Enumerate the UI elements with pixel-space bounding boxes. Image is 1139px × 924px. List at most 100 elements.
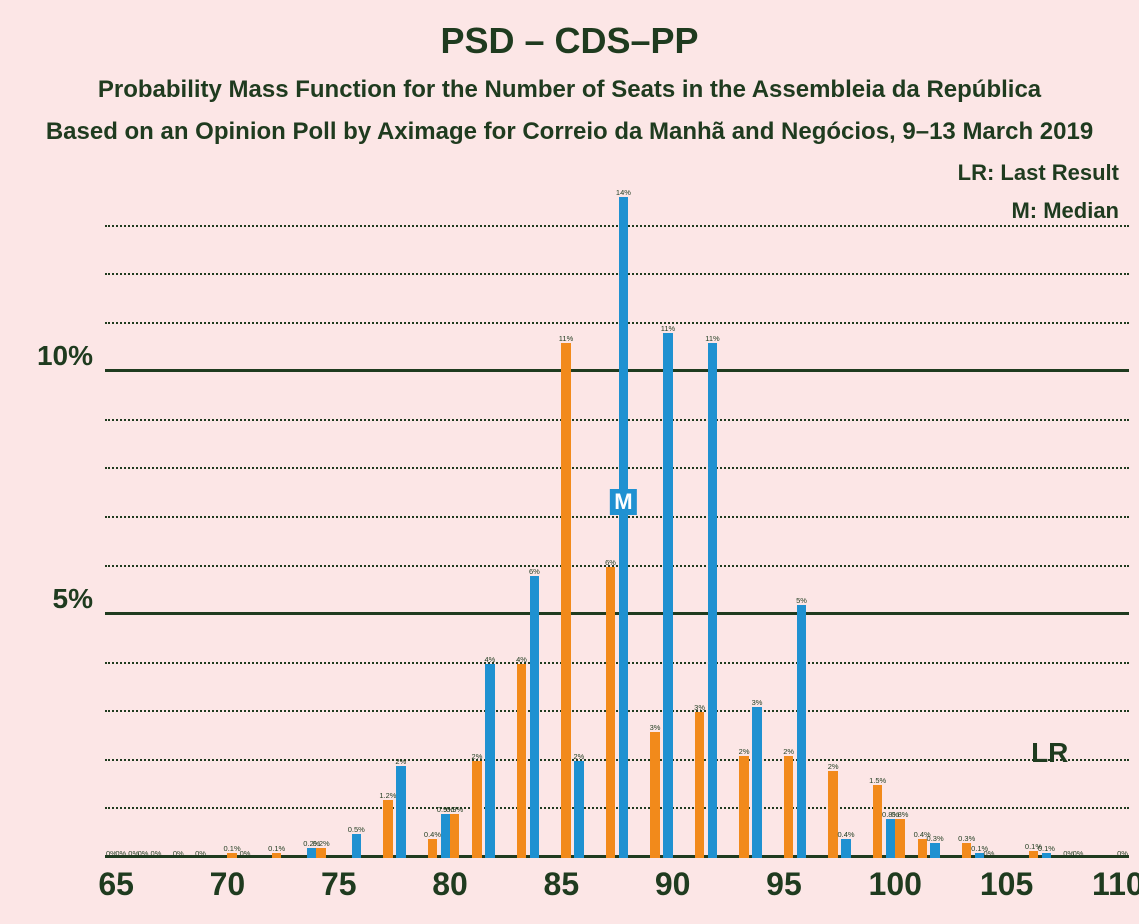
bar-label: 0.3%: [958, 834, 975, 843]
x-tick-label: 110: [1092, 858, 1139, 903]
bar-label: 0%: [138, 849, 149, 858]
bar-orange: 2%: [828, 771, 837, 858]
gridline: [105, 759, 1129, 761]
median-marker: M: [610, 489, 636, 515]
bar-blue: 0.3%: [930, 843, 939, 858]
bar-label: 0%: [195, 849, 206, 858]
x-tick-label: 90: [655, 858, 691, 903]
bar-blue: 6%: [530, 576, 539, 858]
bar-label: 0.2%: [313, 839, 330, 848]
bar-blue: 3%: [752, 707, 761, 858]
bar-label: 2%: [395, 757, 406, 766]
y-major-gridline: [105, 369, 1129, 372]
bar-label: 0.1%: [268, 844, 285, 853]
bar-orange: 0.3%: [962, 843, 971, 858]
chart-subtitle-1: Probability Mass Function for the Number…: [0, 76, 1139, 104]
bar-label: 0.1%: [224, 844, 241, 853]
bar-label: 0.5%: [348, 825, 365, 834]
gridline: [105, 662, 1129, 664]
bar-label: 4%: [516, 655, 527, 664]
bar-orange: 1.2%: [383, 800, 392, 858]
bar-label: 6%: [529, 567, 540, 576]
bar-label: 3%: [752, 698, 763, 707]
gridline: [105, 322, 1129, 324]
bar-orange: 0.4%: [918, 839, 927, 858]
bar-label: 0%: [1073, 849, 1084, 858]
bar-orange: 0.9%: [450, 814, 459, 858]
x-tick-label: 95: [766, 858, 802, 903]
bar-blue: 4%: [485, 664, 494, 858]
bar-orange: 3%: [695, 712, 704, 858]
bar-label: 0%: [173, 849, 184, 858]
bar-label: 1.2%: [379, 791, 396, 800]
bar-orange: 0.1%: [1029, 851, 1038, 858]
bar-blue: 11%: [708, 343, 717, 858]
bar-label: 11%: [661, 324, 675, 333]
plot-area: 5%10%657075808590951001051100%0%0%0%0%0%…: [105, 178, 1129, 858]
y-tick-label: 10%: [37, 340, 105, 372]
bar-label: 0.9%: [446, 805, 463, 814]
bar-label: 2%: [574, 752, 585, 761]
bar-label: 2%: [472, 752, 483, 761]
bar-label: 1.5%: [869, 776, 886, 785]
x-tick-label: 70: [210, 858, 246, 903]
bar-orange: 3%: [650, 732, 659, 858]
x-tick-label: 85: [544, 858, 580, 903]
bar-label: 0.3%: [927, 834, 944, 843]
bar-orange: 0.2%: [316, 848, 325, 858]
x-tick-label: 80: [432, 858, 468, 903]
bar-label: 0.8%: [891, 810, 908, 819]
chart-title: PSD – CDS–PP: [0, 20, 1139, 62]
bar-label: 0.4%: [837, 830, 854, 839]
chart-subtitle-2: Based on an Opinion Poll by Aximage for …: [0, 118, 1139, 146]
x-tick-label: 100: [869, 858, 922, 903]
bar-blue: 0.1%: [1042, 853, 1051, 858]
bar-blue: 0.2%: [307, 848, 316, 858]
y-major-gridline: [105, 612, 1129, 615]
bar-orange: 1.5%: [873, 785, 882, 858]
gridline: [105, 419, 1129, 421]
bar-orange: 2%: [472, 761, 481, 858]
gridline: [105, 225, 1129, 227]
bar-orange: 0.1%: [272, 853, 281, 858]
x-tick-label: 65: [98, 858, 134, 903]
bar-orange: 2%: [739, 756, 748, 858]
bar-orange: 6%: [606, 567, 615, 858]
y-tick-label: 5%: [53, 583, 105, 615]
bar-blue: 11%: [663, 333, 672, 858]
gridline: [105, 710, 1129, 712]
gridline: [105, 467, 1129, 469]
bar-label: 3%: [650, 723, 661, 732]
bar-blue: 2%: [396, 766, 405, 858]
gridline: [105, 516, 1129, 518]
bar-label: 4%: [484, 655, 495, 664]
x-tick-label: 75: [321, 858, 357, 903]
bar-orange: 2%: [784, 756, 793, 858]
bar-blue: 0.9%: [441, 814, 450, 858]
bar-label: 0%: [115, 849, 126, 858]
lr-marker: LR: [1031, 737, 1068, 769]
bar-label: 6%: [605, 558, 616, 567]
bar-label: 0%: [984, 849, 995, 858]
bar-label: 11%: [559, 334, 573, 343]
bar-label: 2%: [828, 762, 839, 771]
bar-label: 2%: [739, 747, 750, 756]
bar-label: 0%: [151, 849, 162, 858]
chart-root: PSD – CDS–PP Probability Mass Function f…: [0, 0, 1139, 924]
bar-orange: 0.1%: [227, 853, 236, 858]
bar-orange: 11%: [561, 343, 570, 858]
bar-label: 14%: [616, 188, 631, 197]
bar-orange: 0.8%: [895, 819, 904, 858]
bar-orange: 4%: [517, 664, 526, 858]
bar-blue: 2%: [574, 761, 583, 858]
bar-blue: 5%: [797, 605, 806, 858]
gridline: [105, 273, 1129, 275]
bar-label: 5%: [796, 596, 807, 605]
bar-label: 3%: [694, 703, 705, 712]
bar-orange: 0.4%: [428, 839, 437, 858]
bar-label: 0%: [1117, 849, 1128, 858]
bar-label: 0.4%: [424, 830, 441, 839]
bar-label: 2%: [783, 747, 794, 756]
bar-label: 0%: [240, 849, 251, 858]
x-tick-label: 105: [980, 858, 1033, 903]
